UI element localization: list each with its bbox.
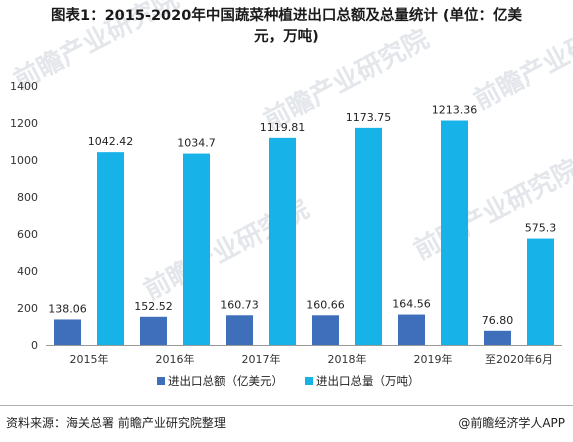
data-label-volume-4: 1213.36 bbox=[432, 104, 478, 117]
y-axis: 0 200 400 600 800 1000 1200 1400 bbox=[10, 80, 38, 352]
bars: 138.06 1042.42 152.52 1034.7 160.73 1119.81 16… bbox=[48, 104, 556, 345]
data-label-value-2: 160.73 bbox=[220, 298, 259, 311]
y-tick-label: 0 bbox=[31, 339, 38, 352]
source-note: 资料来源：海关总署 前瞻产业研究院整理 bbox=[6, 416, 226, 430]
data-label-volume-5: 575.3 bbox=[525, 222, 557, 235]
data-label-value-4: 164.56 bbox=[392, 298, 431, 311]
bar-volume-2 bbox=[269, 137, 296, 345]
data-label-value-5: 76.80 bbox=[482, 314, 514, 327]
legend-label-value: 进出口总额（亿美元） bbox=[168, 374, 283, 388]
bar-value-0 bbox=[54, 319, 81, 345]
y-tick-label: 800 bbox=[17, 191, 38, 204]
bar-value-4 bbox=[398, 314, 425, 345]
y-tick-label: 400 bbox=[17, 265, 38, 278]
y-tick-label: 1400 bbox=[10, 80, 38, 93]
chart-title-line2: 元，万吨) bbox=[254, 29, 319, 45]
chart-title: 图表1：2015-2020年中国蔬菜种植进出口总额及总量统计 (单位：亿美 元，… bbox=[0, 6, 573, 48]
legend: 进出口总额（亿美元） 进出口总量（万吨） bbox=[157, 374, 420, 388]
bar-volume-1 bbox=[183, 153, 210, 345]
bar-value-1 bbox=[140, 316, 167, 345]
data-label-volume-0: 1042.42 bbox=[88, 135, 134, 148]
legend-swatch-volume bbox=[305, 377, 313, 385]
legend-label-volume: 进出口总量（万吨） bbox=[316, 374, 420, 388]
x-tick-label: 至2020年6月 bbox=[485, 352, 553, 366]
x-tick-label: 2016年 bbox=[156, 352, 195, 366]
data-label-value-1: 152.52 bbox=[134, 300, 173, 313]
x-tick-label: 2018年 bbox=[328, 352, 367, 366]
x-axis: 2015年 2016年 2017年 2018年 2019年 至2020年6月 bbox=[46, 345, 562, 366]
legend-swatch-value bbox=[157, 377, 165, 385]
x-tick-label: 2019年 bbox=[414, 352, 453, 366]
data-label-value-3: 160.66 bbox=[306, 298, 345, 311]
data-label-volume-1: 1034.7 bbox=[177, 137, 216, 150]
bar-volume-5 bbox=[527, 238, 554, 345]
data-label-value-0: 138.06 bbox=[48, 302, 87, 315]
bar-volume-4 bbox=[441, 120, 468, 345]
bar-value-5 bbox=[484, 330, 511, 345]
y-tick-label: 200 bbox=[17, 302, 38, 315]
bar-value-3 bbox=[312, 315, 339, 345]
y-tick-label: 600 bbox=[17, 228, 38, 241]
bar-volume-0 bbox=[97, 152, 124, 345]
y-tick-label: 1000 bbox=[10, 154, 38, 167]
brand-label: @前瞻经济学人APP bbox=[458, 416, 565, 430]
bar-value-2 bbox=[226, 315, 253, 345]
x-tick-label: 2017年 bbox=[242, 352, 281, 366]
footer-divider bbox=[0, 405, 573, 406]
bar-volume-3 bbox=[355, 127, 382, 345]
data-label-volume-2: 1119.81 bbox=[260, 121, 306, 134]
x-tick-label: 2015年 bbox=[70, 352, 109, 366]
data-label-volume-3: 1173.75 bbox=[346, 111, 392, 124]
y-tick-label: 1200 bbox=[10, 117, 38, 130]
chart-title-line1: 图表1：2015-2020年中国蔬菜种植进出口总额及总量统计 (单位：亿美 bbox=[51, 8, 522, 24]
